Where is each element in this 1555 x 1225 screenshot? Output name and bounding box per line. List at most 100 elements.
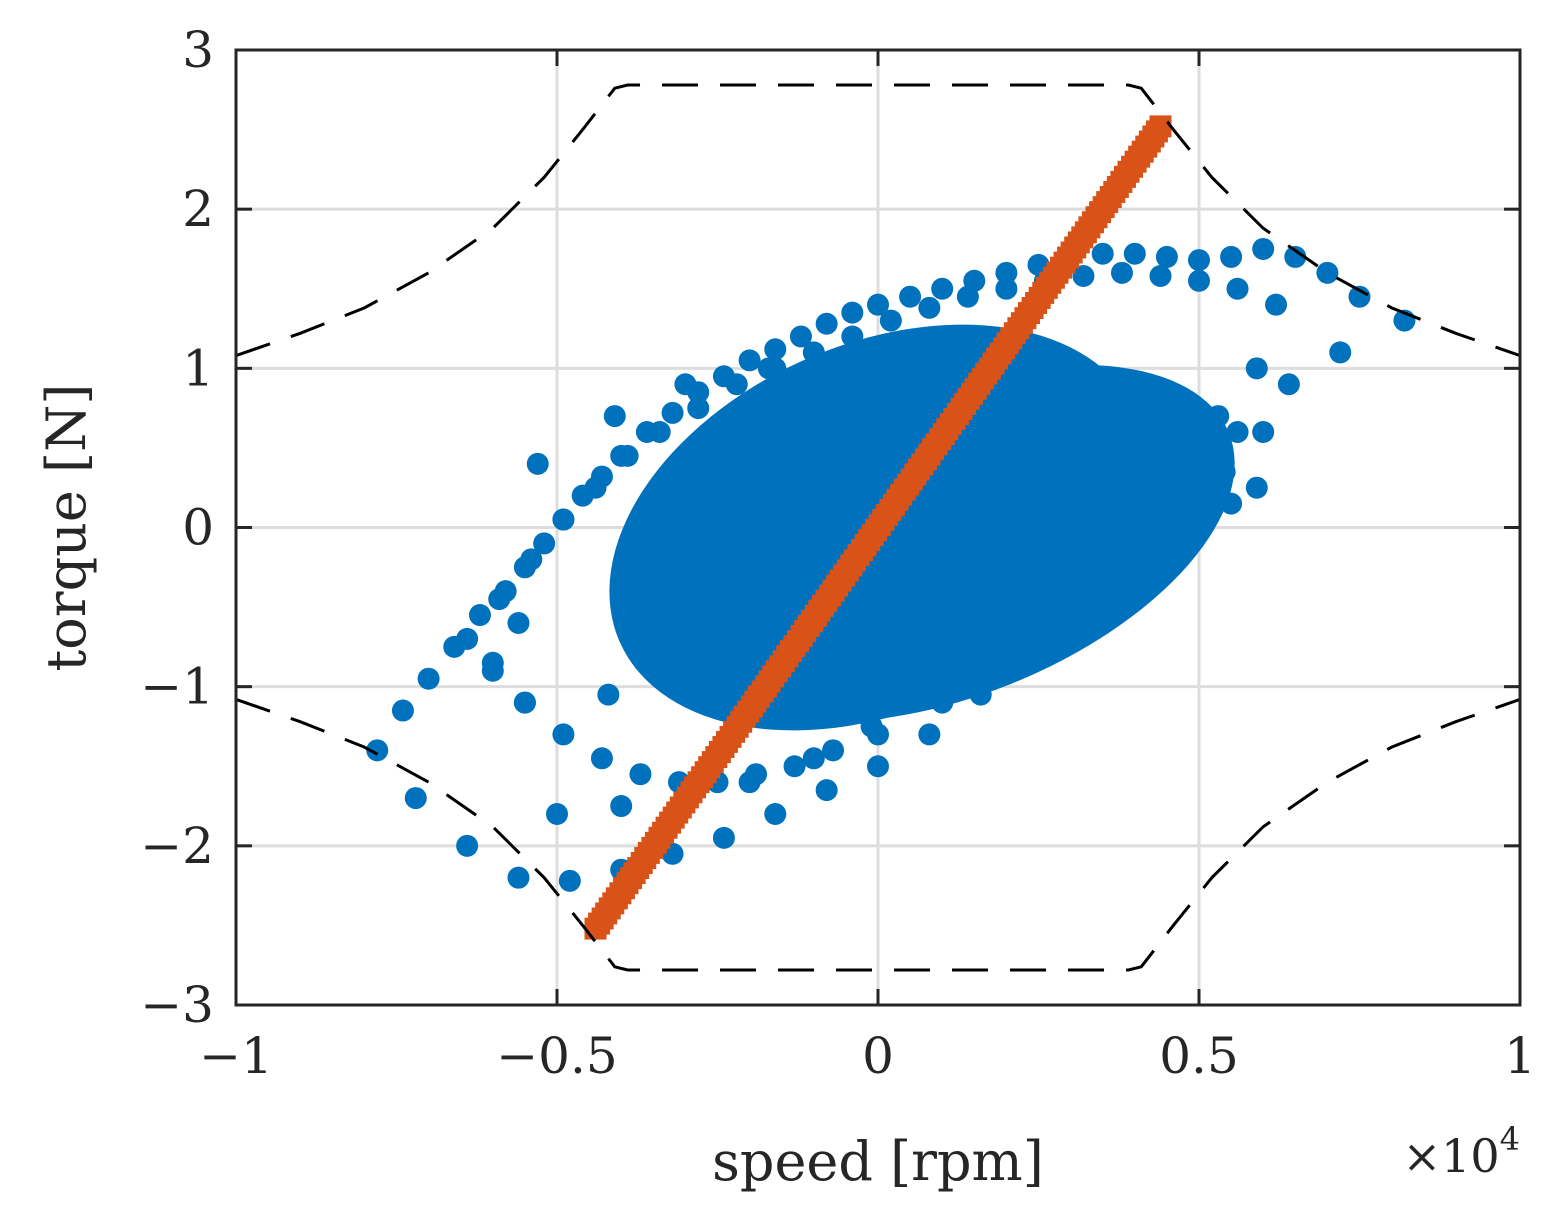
- scatter-point: [956, 285, 979, 308]
- scatter-point: [995, 261, 1018, 284]
- x-tick-label: 0: [862, 1027, 894, 1085]
- scatter-point: [513, 691, 536, 714]
- scatter-point: [1220, 245, 1243, 268]
- scatter-point: [507, 866, 530, 889]
- scatter-point: [712, 826, 735, 849]
- scatter-point: [404, 787, 427, 810]
- scatter-point: [1207, 405, 1230, 428]
- scatter-point: [757, 357, 780, 380]
- scatter-point: [1155, 245, 1178, 268]
- axis-ticks: [234, 48, 1522, 1007]
- scatter-point: [1265, 293, 1288, 316]
- scatter-point: [1091, 524, 1114, 547]
- scatter-point: [590, 747, 613, 770]
- scatter-point: [456, 834, 479, 857]
- scatter-point: [841, 325, 864, 348]
- y-axis-label: torque [N]: [35, 384, 98, 672]
- x-axis-exponent: ×104: [1403, 1120, 1520, 1183]
- scatter-point: [1168, 444, 1191, 467]
- scatter-point: [995, 277, 1018, 300]
- scatter-point: [603, 405, 626, 428]
- scatter-point: [1284, 245, 1307, 268]
- scatter-point: [1220, 492, 1243, 515]
- scatter-point: [738, 349, 761, 372]
- scatter-point: [867, 293, 889, 316]
- x-tick-label: −0.5: [496, 1027, 617, 1085]
- scatter-point: [1245, 476, 1268, 499]
- scatter-point: [687, 397, 710, 420]
- y-tick-label: 0: [182, 499, 214, 557]
- y-tick-label: 2: [182, 180, 214, 238]
- scatter-point: [1136, 532, 1159, 555]
- scatter-point: [725, 667, 748, 690]
- scatter-point: [918, 723, 941, 746]
- scatter-point: [860, 715, 883, 738]
- scatter-point: [1188, 269, 1210, 292]
- scatter-point: [879, 309, 902, 332]
- scatter-point: [1149, 265, 1172, 288]
- scatter-point: [1348, 285, 1371, 308]
- scatter-point: [674, 373, 697, 396]
- scatter-point: [802, 651, 825, 674]
- limit-curves-dashed: [236, 83, 1520, 972]
- scatter-point: [507, 612, 530, 634]
- scatter-point: [1014, 596, 1037, 619]
- scatter-point: [931, 691, 954, 714]
- scatter-point: [584, 476, 607, 499]
- scatter-point: [802, 747, 825, 770]
- scatter-point: [1059, 572, 1082, 595]
- scatter-point: [976, 604, 999, 627]
- scatter-point: [1130, 484, 1153, 507]
- scatter-point: [1188, 249, 1210, 272]
- scatter-point: [597, 683, 620, 706]
- scatter-point: [667, 675, 690, 698]
- scatter-point: [1252, 237, 1275, 260]
- plot-content: [236, 83, 1520, 972]
- scatter-point: [533, 532, 556, 555]
- scatter-point: [995, 651, 1018, 674]
- scatter-point: [629, 763, 652, 786]
- scatter-point: [783, 755, 806, 778]
- x-axis-label: speed [rpm]: [712, 1130, 1044, 1193]
- scatter-point: [661, 401, 684, 424]
- scatter-point: [1226, 277, 1249, 300]
- scatter-point: [1021, 635, 1044, 658]
- scatter-point: [854, 365, 877, 388]
- scatter-point: [815, 779, 838, 802]
- scatter-point: [552, 508, 575, 531]
- y-tick-label: −3: [140, 976, 214, 1034]
- scatter-point: [764, 803, 787, 825]
- scatter-point: [546, 803, 568, 825]
- scatter-point: [899, 285, 922, 308]
- scatter-point: [976, 627, 999, 650]
- scatter-point: [899, 691, 922, 714]
- scatter-point: [1110, 261, 1133, 284]
- square-point: [1149, 115, 1172, 138]
- upper-limit-curve: [236, 83, 1520, 358]
- scatter-point: [1072, 265, 1095, 288]
- scatter-point: [745, 763, 768, 786]
- scatter-point: [366, 739, 389, 762]
- y-tick-label: 3: [182, 21, 214, 79]
- scatter-point: [391, 699, 414, 722]
- scatter-point: [815, 312, 838, 335]
- scatter-point: [841, 301, 864, 324]
- scatter-point: [552, 723, 575, 746]
- scatter-point: [867, 755, 889, 778]
- scatter-point: [822, 739, 845, 762]
- scatter-point: [1123, 548, 1146, 571]
- scatter-point: [1136, 444, 1159, 467]
- scatter-point: [1053, 421, 1076, 443]
- scatter-point: [1277, 373, 1300, 396]
- scatter-point: [937, 659, 960, 682]
- scatter-point: [1329, 341, 1352, 364]
- scatter-point: [526, 452, 549, 475]
- scatter-point: [1059, 604, 1082, 627]
- scatter-point: [520, 548, 543, 571]
- scatter-point: [789, 325, 812, 348]
- scatter-point: [1188, 484, 1210, 507]
- x-axis-exponent-power: 4: [1500, 1120, 1520, 1158]
- x-tick-label: 0.5: [1159, 1027, 1239, 1085]
- scatter-point: [456, 627, 479, 650]
- scatter-point: [610, 795, 633, 818]
